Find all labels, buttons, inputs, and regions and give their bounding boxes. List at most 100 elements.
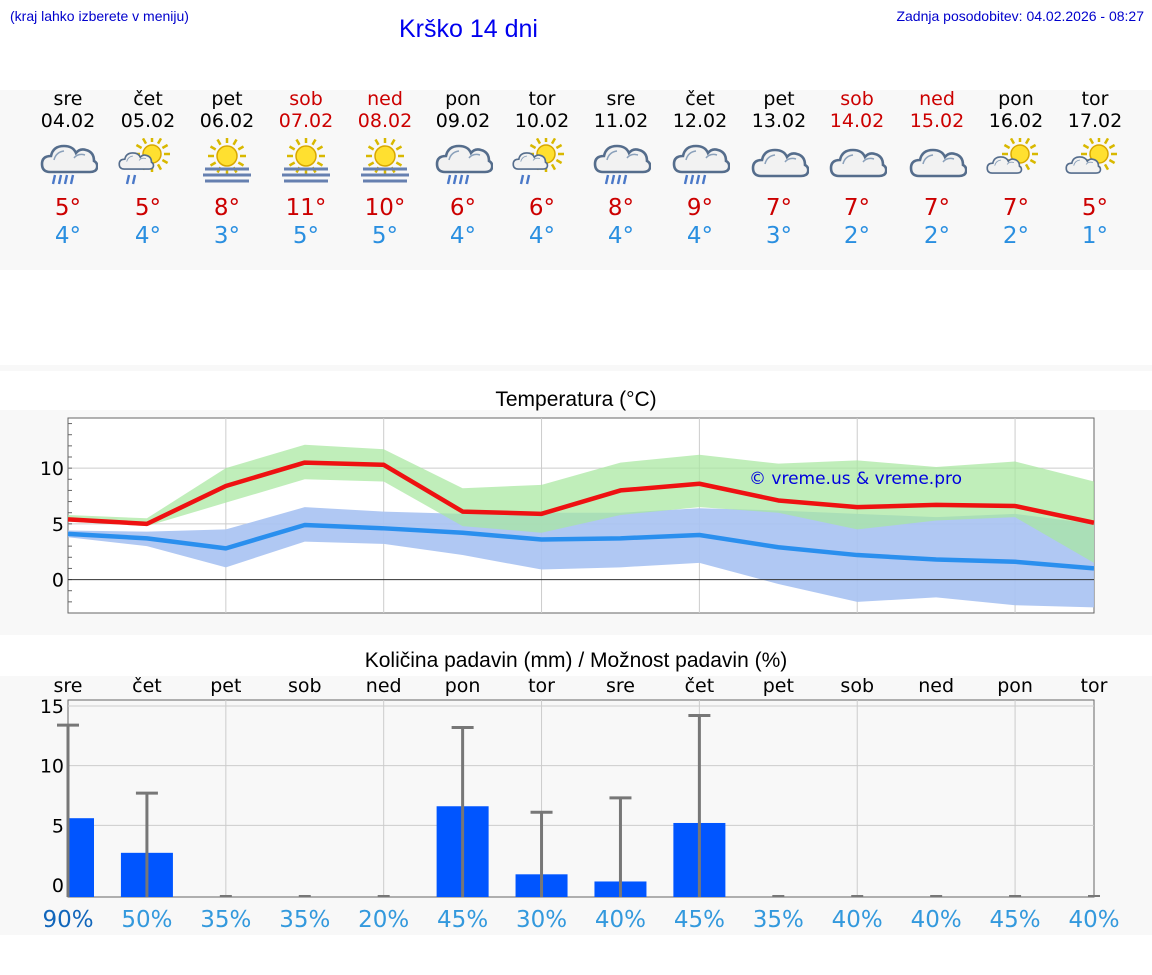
separator-band — [0, 365, 1152, 371]
sun-cloud-icon — [986, 136, 1046, 188]
y-tick-label: 5 — [52, 514, 64, 536]
x-category-label: tor — [528, 675, 555, 697]
x-category-label: sre — [606, 675, 635, 697]
y-tick-label: 15 — [40, 696, 64, 718]
day-min-temp: 4° — [607, 223, 635, 249]
day-name: čet — [685, 88, 715, 110]
day-name: tor — [528, 88, 556, 110]
x-category-label: pon — [997, 675, 1033, 697]
day-min-temp: 5° — [371, 223, 399, 249]
x-category-label: pet — [210, 675, 241, 697]
day-max-temp: 6° — [449, 195, 477, 221]
day-date: 13.02 — [751, 110, 807, 132]
day-max-temp: 8° — [213, 195, 241, 221]
x-category-label: ned — [918, 675, 954, 697]
day-date: 08.02 — [357, 110, 413, 132]
day-name: sre — [606, 88, 636, 110]
day-date: 05.02 — [120, 110, 176, 132]
temperature-chart: 0 5 10 © vreme.us & vreme.pro — [40, 417, 1095, 614]
sun-cloud-icon — [1065, 136, 1125, 188]
precip-probability: 50% — [121, 907, 172, 933]
day-max-temp: 5° — [54, 195, 82, 221]
day-date: 07.02 — [278, 110, 334, 132]
line-min — [67, 522, 1095, 571]
chart-watermark: © vreme.us & vreme.pro — [749, 469, 962, 489]
precip-probability: 35% — [753, 907, 804, 933]
day-column: sre 04.02 5° 4° — [28, 88, 108, 250]
last-update: Zadnja posodobitev: 04.02.2026 - 08:27 — [896, 8, 1144, 24]
day-max-temp: 7° — [1002, 195, 1030, 221]
day-max-temp: 7° — [843, 195, 871, 221]
day-max-temp: 6° — [528, 195, 556, 221]
day-date: 12.02 — [672, 110, 728, 132]
day-min-temp: 3° — [213, 223, 241, 249]
precip-probability: 30% — [516, 907, 567, 933]
precip-probability: 40% — [1068, 907, 1119, 933]
day-min-temp: 4° — [54, 223, 82, 249]
precip-probability: 45% — [437, 907, 488, 933]
x-category-label: sob — [840, 675, 874, 697]
day-max-temp: 11° — [285, 195, 327, 221]
day-max-temp: 9° — [686, 195, 714, 221]
forecast-band — [0, 90, 1152, 270]
cloud-icon — [827, 138, 888, 188]
day-column: ned 15.02 7° 2° — [897, 88, 977, 250]
y-tick-label: 10 — [40, 756, 64, 778]
precip-bar — [69, 818, 94, 897]
x-category-label: sre — [54, 675, 83, 697]
page-title: Krško 14 dni — [399, 15, 538, 43]
day-column: čet 12.02 9° 4° — [660, 88, 740, 250]
day-name: pon — [998, 88, 1034, 110]
y-tick-label: 0 — [52, 570, 64, 592]
sun-cloud-rain-icon — [512, 136, 572, 188]
x-category-label: čet — [685, 675, 715, 697]
day-column: pet 13.02 7° 3° — [739, 88, 819, 250]
day-column: tor 10.02 6° 4° — [502, 88, 582, 250]
day-min-temp: 4° — [686, 223, 714, 249]
precip-probability: 35% — [279, 907, 330, 933]
y-tick-label: 5 — [52, 815, 64, 837]
sun-fog-icon — [355, 137, 415, 188]
day-date: 17.02 — [1067, 110, 1123, 132]
day-max-temp: 5° — [1081, 195, 1109, 221]
precip-probability: 35% — [200, 907, 251, 933]
x-category-label: ned — [366, 675, 402, 697]
day-column: ned 08.02 10° 5° — [345, 88, 425, 250]
line-max — [67, 460, 1095, 527]
y-tick-label: 10 — [40, 458, 64, 480]
day-date: 09.02 — [435, 110, 491, 132]
day-name: pet — [211, 88, 243, 110]
day-min-temp: 2° — [1002, 223, 1030, 249]
day-date: 06.02 — [199, 110, 255, 132]
day-min-temp: 4° — [134, 223, 162, 249]
x-category-label: čet — [132, 675, 162, 697]
precip-probability: 40% — [595, 907, 646, 933]
day-date: 11.02 — [593, 110, 649, 132]
day-min-temp: 4° — [528, 223, 556, 249]
temperature-chart-title: Temperatura (°C) — [495, 388, 657, 411]
day-column: pon 09.02 6° 4° — [423, 88, 503, 250]
day-name: pon — [445, 88, 481, 110]
header-hint[interactable]: (kraj lahko izberete v meniju) — [10, 8, 189, 24]
day-column: sob 14.02 7° 2° — [817, 88, 897, 250]
sun-cloud-rain-icon — [118, 136, 178, 188]
day-date: 04.02 — [40, 110, 96, 132]
day-min-temp: 4° — [449, 223, 477, 249]
x-category-label: sob — [288, 675, 322, 697]
day-column: sre 11.02 8° 4° — [581, 88, 661, 250]
x-category-label: pon — [445, 675, 481, 697]
day-name: pet — [763, 88, 795, 110]
day-name: ned — [367, 88, 403, 110]
x-category-label: pet — [763, 675, 794, 697]
day-min-temp: 2° — [923, 223, 951, 249]
day-min-temp: 1° — [1081, 223, 1109, 249]
day-column: čet 05.02 5° 4° — [108, 88, 188, 250]
day-date: 14.02 — [829, 110, 885, 132]
day-column: sob 07.02 11° 5° — [266, 88, 346, 250]
day-name: sob — [840, 88, 874, 110]
cloud-rain-icon — [38, 138, 99, 188]
day-name: ned — [919, 88, 955, 110]
precipitation-chart-title: Količina padavin (mm) / Možnost padavin … — [364, 649, 788, 672]
day-max-temp: 10° — [364, 195, 406, 221]
precip-probability: 20% — [358, 907, 409, 933]
